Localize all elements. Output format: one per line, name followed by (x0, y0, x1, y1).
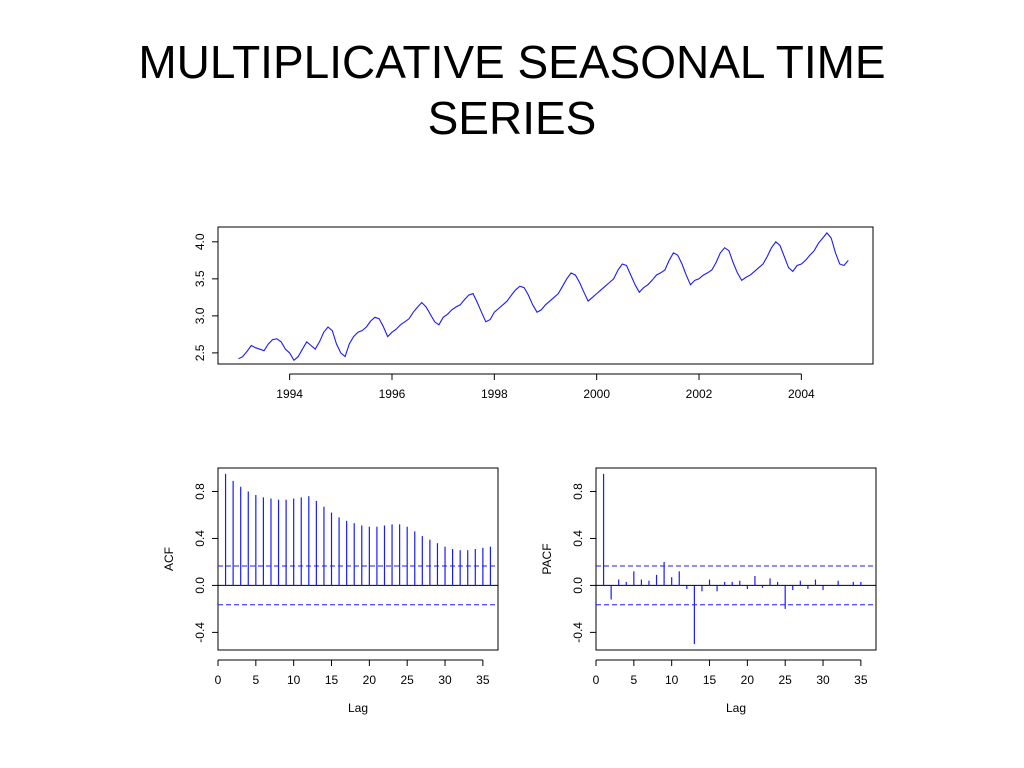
x-tick-label: 10 (287, 673, 301, 687)
y-tick-label: 0.4 (193, 530, 207, 547)
series-line (238, 232, 849, 362)
y-axis-label: ACF (162, 547, 176, 571)
slide-title: MULTIPLICATIVE SEASONAL TIME SERIES (138, 36, 886, 144)
x-tick-label: 2002 (686, 387, 713, 401)
x-tick-label: 2004 (788, 387, 815, 401)
x-axis-label: Lag (726, 701, 746, 715)
y-tick-label: 4.0 (193, 233, 207, 250)
y-tick-label: 0.4 (571, 530, 585, 547)
x-tick-label: 0 (215, 673, 222, 687)
x-tick-label: 2000 (583, 387, 610, 401)
y-tick-label: 0.8 (193, 483, 207, 500)
x-tick-label: 30 (438, 673, 452, 687)
y-tick-label: 0.0 (193, 577, 207, 594)
pacf-chart: -0.4 0.0 0.4 0.8 0 5 10 15 20 25 30 35 PACF Lag (540, 467, 877, 715)
plot-frame (217, 226, 874, 365)
acf-chart: -0.4 0.0 0.4 0.8 0 5 10 15 20 25 30 35 ACF Lag (162, 467, 499, 715)
x-tick-label: 5 (630, 673, 637, 687)
y-tick-label: 2.5 (193, 344, 207, 361)
x-tick-label: 20 (363, 673, 377, 687)
x-tick-label: 20 (741, 673, 755, 687)
x-tick-label: 25 (401, 673, 415, 687)
y-tick-label: 3.5 (193, 270, 207, 287)
x-tick-label: 5 (252, 673, 259, 687)
x-tick-label: 1994 (276, 387, 303, 401)
y-tick-label: 0.0 (571, 577, 585, 594)
x-axis-label: Lag (348, 701, 368, 715)
x-tick-label: 1996 (379, 387, 406, 401)
x-tick-label: 25 (779, 673, 793, 687)
x-tick-label: 0 (593, 673, 600, 687)
time-series-chart: 2.5 3.0 3.5 4.0 1994 1996 1998 2000 2002 2004 (193, 226, 874, 401)
x-tick-label: 35 (854, 673, 868, 687)
x-tick-label: 30 (816, 673, 830, 687)
x-tick-label: 15 (703, 673, 717, 687)
plot-frame (217, 467, 499, 651)
y-axis-label: PACF (540, 543, 554, 574)
x-tick-label: 15 (325, 673, 339, 687)
y-tick-label: 0.8 (571, 483, 585, 500)
x-tick-label: 35 (476, 673, 490, 687)
x-tick-label: 1998 (481, 387, 508, 401)
plot-frame (595, 467, 877, 651)
y-tick-label: -0.4 (571, 622, 585, 643)
y-tick-label: -0.4 (193, 622, 207, 643)
y-tick-label: 3.0 (193, 307, 207, 324)
x-tick-label: 10 (665, 673, 679, 687)
